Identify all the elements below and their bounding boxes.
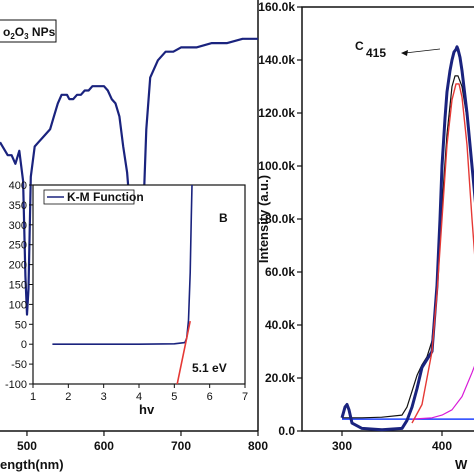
panel-b-x-tick-label: 5 xyxy=(171,391,177,403)
panel-b-y-tick-label: 200 xyxy=(9,260,27,272)
panel-b-x-tick-label: 1 xyxy=(30,391,36,403)
panel-c-fit-sum xyxy=(342,75,474,419)
panel-a-x-tick-label: 700 xyxy=(171,439,191,453)
panel-c-y-tick-label: 100.0k xyxy=(258,159,295,173)
panel-a-series-line xyxy=(0,37,258,316)
panel-b-y-tick-label: -50 xyxy=(11,359,27,371)
panel-c-peak-arrowhead xyxy=(401,50,408,56)
panel-b-y-tick-label: 250 xyxy=(9,240,27,252)
panel-b-y-tick-label: 300 xyxy=(9,220,27,232)
panel-c-y-tick-label: 20.0k xyxy=(265,371,295,385)
panel-a-x-label: ength(nm) xyxy=(0,457,64,472)
panel-c-measured-spectrum xyxy=(340,45,474,432)
panel-b-frame xyxy=(32,184,246,385)
panel-b-tangent-line xyxy=(176,320,191,385)
panel-c-y-tick-label: 120.0k xyxy=(258,106,295,120)
panel-a-x-tick-label: 500 xyxy=(17,439,37,453)
panel-b-y-tick-label: 400 xyxy=(9,180,27,192)
panel-c-y-tick-label: 0.0 xyxy=(278,424,295,438)
panel-c-y-tick-label: 140.0k xyxy=(258,53,295,67)
panel-c-y-tick-label: 60.0k xyxy=(265,265,295,279)
panel-b-legend-box xyxy=(43,189,135,205)
panel-b-x-label: hv xyxy=(139,402,155,417)
panel-c-panel-label: C xyxy=(355,39,364,53)
panel-b-annotation: 5.1 eV xyxy=(192,361,227,375)
panel-b-x-tick-label: 7 xyxy=(242,391,248,403)
panel-c-pl: 300 400 0.0 20.0k 40.0k 60.0k 80.0k 100.0k 120.0… xyxy=(256,0,474,472)
panel-c-y-tick-label: 40.0k xyxy=(265,318,295,332)
panel-c-fit-peak-2 xyxy=(411,365,474,420)
panel-b-y-tick-label: -100 xyxy=(5,379,27,391)
panel-b-x-tick-label: 6 xyxy=(207,391,213,403)
panel-c-y-label: Intensity (a.u.) xyxy=(256,175,271,263)
panel-c-y-tick-label: 80.0k xyxy=(265,212,295,226)
panel-b-y-tick-label: 50 xyxy=(15,319,27,331)
panel-b-x-tick-label: 3 xyxy=(101,391,107,403)
panel-b-x-tick-label: 2 xyxy=(65,391,71,403)
panel-b-panel-label: B xyxy=(219,211,228,225)
panel-a-legend-text: o2O3 NPs xyxy=(3,25,56,41)
panel-c-peak-annotation: 415 xyxy=(366,46,386,60)
panel-c-y-tick-label: 160.0k xyxy=(258,0,295,14)
panel-c-x-tick-label: 300 xyxy=(332,439,352,453)
panel-c-fit-peak-1 xyxy=(411,83,474,424)
panel-b-ticks: 1 2 3 4 5 6 7 -100 -50 0 50 100 150 200 250 300 350 400 xyxy=(5,180,248,403)
panel-c-x-tick-label: 400 xyxy=(432,439,452,453)
panel-a-legend-box xyxy=(0,19,57,43)
panel-c-peak-arrow xyxy=(404,48,441,54)
panel-b-km-curve xyxy=(52,184,193,345)
panel-b-y-tick-label: 0 xyxy=(21,339,27,351)
panel-a-absorbance: 500 600 700 800 o2O3 NPs ength(nm) xyxy=(0,0,268,472)
panel-c-frame xyxy=(301,6,474,432)
panel-c-x-label: W xyxy=(455,457,468,472)
panel-c-ticks: 300 400 0.0 20.0k 40.0k 60.0k 80.0k 100.0k 120.0… xyxy=(258,0,452,453)
panel-a-x-ticks: 500 600 700 800 xyxy=(17,431,268,453)
panel-b-y-tick-label: 150 xyxy=(9,280,27,292)
panel-a-x-tick-label: 600 xyxy=(94,439,114,453)
panel-a-x-tick-label: 800 xyxy=(248,439,268,453)
panel-b-legend-label: K-M Function xyxy=(67,190,144,204)
panel-b-y-tick-label: 350 xyxy=(9,200,27,212)
panel-b-km-inset: 1 2 3 4 5 6 7 -100 -50 0 50 100 150 200 250 300 350 400 K… xyxy=(5,180,248,417)
panel-b-y-tick-label: 100 xyxy=(9,299,27,311)
panel-b-x-tick-label: 4 xyxy=(136,391,142,403)
